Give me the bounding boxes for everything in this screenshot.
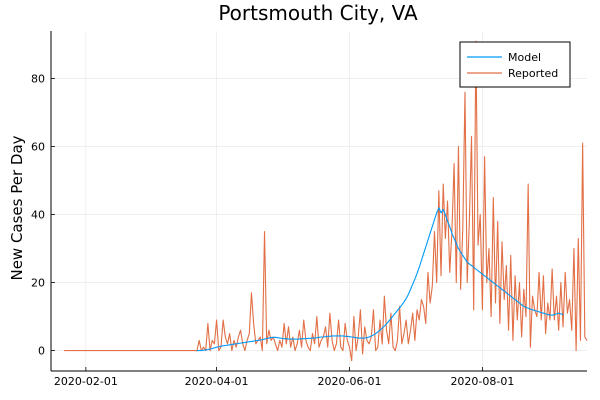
y-tick-label: 20 (31, 277, 45, 290)
tick-labels: 2020-02-01 2020-04-01 2020-06-01 2020-08-01… (31, 73, 514, 388)
x-tick-label: 2020-04-01 (185, 375, 249, 388)
legend-box (459, 41, 571, 88)
legend: Model Reported (459, 41, 571, 88)
series-line-model (196, 207, 564, 352)
legend-label-reported: Reported (508, 67, 558, 80)
y-tick-label: 80 (31, 73, 45, 86)
series-line-reported (64, 40, 588, 362)
x-tick-label: 2020-08-01 (450, 375, 514, 388)
x-tick-label: 2020-06-01 (318, 375, 382, 388)
axes (50, 31, 587, 372)
y-tick-label: 0 (38, 345, 45, 358)
y-axis-label: New Cases Per Day (8, 135, 26, 280)
legend-label-model: Model (508, 51, 541, 64)
y-tick-label: 40 (31, 209, 45, 222)
series-layer (64, 40, 588, 362)
x-tick-label: 2020-02-01 (54, 375, 118, 388)
y-tick-label: 60 (31, 141, 45, 154)
chart-title: Portsmouth City, VA (218, 1, 418, 25)
